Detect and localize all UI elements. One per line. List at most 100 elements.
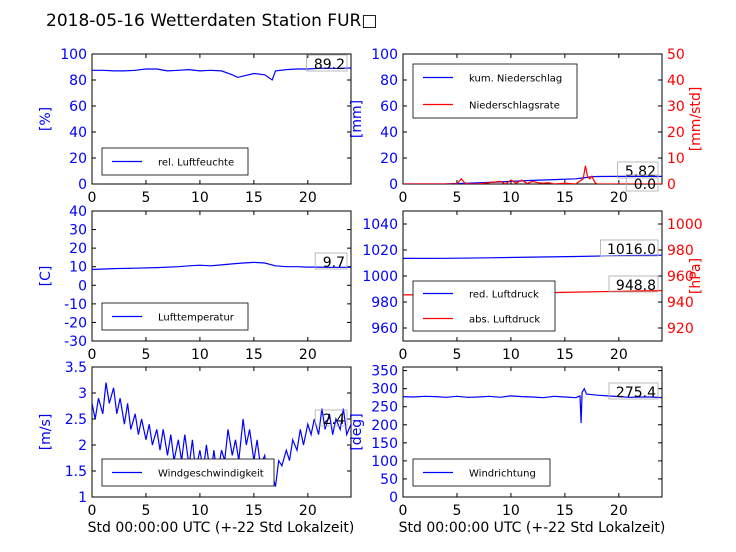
y-axis-label: [%] (38, 107, 54, 131)
y-tick-label: 20 (69, 151, 87, 167)
x-tick-label: 15 (556, 190, 574, 206)
legend-label: Niederschlagsrate (469, 101, 560, 112)
y-tick-label: 980 (371, 295, 398, 311)
y-right-tick-label: 40 (667, 73, 685, 89)
y-tick-label: 40 (380, 125, 398, 141)
current-value-box (306, 54, 348, 72)
x-tick-label: 0 (88, 347, 97, 363)
series-line-left (403, 387, 662, 424)
current-value-box (608, 382, 659, 400)
y-tick-label: 960 (371, 321, 398, 337)
legend-label: kum. Niederschlag (469, 74, 562, 85)
y-tick-label: 1040 (362, 217, 398, 233)
y-tick-label: -30 (64, 334, 87, 350)
current-value-box (314, 409, 348, 427)
x-tick-label: 15 (556, 503, 574, 519)
legend-label: rel. Luftfeuchte (158, 158, 234, 169)
y-axis-label: [m/s] (38, 414, 54, 451)
legend-label: Lufttemperatur (158, 313, 235, 324)
x-tick-label: 20 (299, 347, 317, 363)
x-axis-label-right: Std 00:00:00 UTC (+-22 Std Lokalzeit) (399, 520, 666, 536)
panel-temperature: 0 5 10 15 20 -30 -20 -10 0 10 20 30 40 [C] Lufttempera… (38, 204, 352, 363)
x-tick-label: 15 (245, 503, 263, 519)
panel-wind_speed: 0 5 10 15 20 1 1.5 2 2.5 3 3.5 [m/s] Windgeschwindig… (38, 360, 352, 519)
current-value-label: 5.82 (625, 164, 656, 180)
x-tick-label: 10 (191, 347, 209, 363)
y-tick-label: 0 (78, 177, 87, 193)
legend-label: red. Luftdruck (469, 290, 539, 301)
legend-box (412, 280, 556, 332)
x-tick-label: 15 (556, 347, 574, 363)
x-tick-label: 10 (191, 503, 209, 519)
current-value-box (608, 275, 659, 293)
x-tick-label: 5 (141, 190, 150, 206)
y-right-tick-label: 50 (667, 47, 685, 63)
x-tick-label: 0 (88, 503, 97, 519)
x-tick-label: 20 (299, 503, 317, 519)
y-right-tick-label: 1000 (667, 217, 703, 233)
current-value-box (625, 174, 659, 192)
x-tick-label: 5 (452, 190, 461, 206)
y-right-axis-label: [hPa] (688, 258, 704, 294)
y-right-tick-label: 920 (667, 321, 694, 337)
y-tick-label: 200 (371, 418, 398, 434)
x-axis-label-left: Std 00:00:00 UTC (+-22 Std Lokalzeit) (88, 520, 355, 536)
series-line-left (92, 67, 351, 81)
panel-wind_direction: 0 5 10 15 20050100150200250300350[deg]Windri… (349, 364, 663, 519)
current-value-box (314, 252, 348, 270)
y-tick-label: 30 (69, 223, 87, 239)
x-tick-label: 15 (245, 190, 263, 206)
x-tick-label: 10 (502, 190, 520, 206)
x-tick-label: 5 (141, 503, 150, 519)
x-tick-label: 5 (452, 347, 461, 363)
y-tick-label: 60 (69, 99, 87, 115)
x-tick-label: 20 (610, 503, 628, 519)
y-right-tick-label: 20 (667, 125, 685, 141)
y-tick-label: 100 (60, 47, 87, 63)
y-axis-label: [mm] (349, 100, 365, 138)
y-tick-label: 80 (380, 73, 398, 89)
y-tick-label: 3 (78, 386, 87, 402)
series-line-left (92, 382, 351, 487)
y-tick-label: 20 (380, 151, 398, 167)
y-axis-label: [C] (38, 266, 54, 287)
x-tick-label: 0 (399, 503, 408, 519)
x-tick-label: 0 (399, 190, 408, 206)
current-value-label: 0.0 (634, 177, 656, 193)
panel-pressure: 0 5 10 15 20 960 980 1000 1020 1040 920 940 960 980 10… (362, 210, 704, 363)
x-tick-label: 10 (502, 503, 520, 519)
y-tick-label: 100 (371, 47, 398, 63)
current-value-box (600, 239, 659, 257)
x-tick-label: 0 (399, 347, 408, 363)
y-right-tick-label: 980 (667, 243, 694, 259)
y-tick-label: 1 (78, 490, 87, 506)
y-tick-label: 40 (69, 204, 87, 220)
current-value-label: 2.4 (323, 412, 345, 428)
y-right-tick-label: 0 (667, 177, 676, 193)
y-tick-label: 0 (389, 490, 398, 506)
y-tick-label: 40 (69, 125, 87, 141)
y-tick-label: 150 (371, 436, 398, 452)
current-value-label: 9.7 (323, 255, 345, 271)
x-tick-label: 0 (88, 190, 97, 206)
y-tick-label: 1000 (362, 269, 398, 285)
y-tick-label: -10 (64, 297, 87, 313)
x-tick-label: 20 (610, 190, 628, 206)
y-tick-label: 250 (371, 400, 398, 416)
x-tick-label: 10 (191, 190, 209, 206)
x-tick-label: 10 (502, 347, 520, 363)
legend-label: Windgeschwindigkeit (158, 469, 264, 480)
x-tick-label: 5 (452, 503, 461, 519)
legend-label: Windrichtung (469, 469, 536, 480)
y-tick-label: 350 (371, 364, 398, 380)
series-line-right (403, 165, 662, 184)
y-right-tick-label: 10 (667, 151, 685, 167)
y-tick-label: 100 (371, 454, 398, 470)
y-tick-label: 1.5 (65, 464, 87, 480)
y-tick-label: 300 (371, 382, 398, 398)
x-tick-label: 20 (610, 347, 628, 363)
y-tick-label: 0 (78, 278, 87, 294)
x-tick-label: 20 (299, 190, 317, 206)
figure-title: 2018-05-16 Wetterdaten Station FUR□ (46, 11, 377, 31)
